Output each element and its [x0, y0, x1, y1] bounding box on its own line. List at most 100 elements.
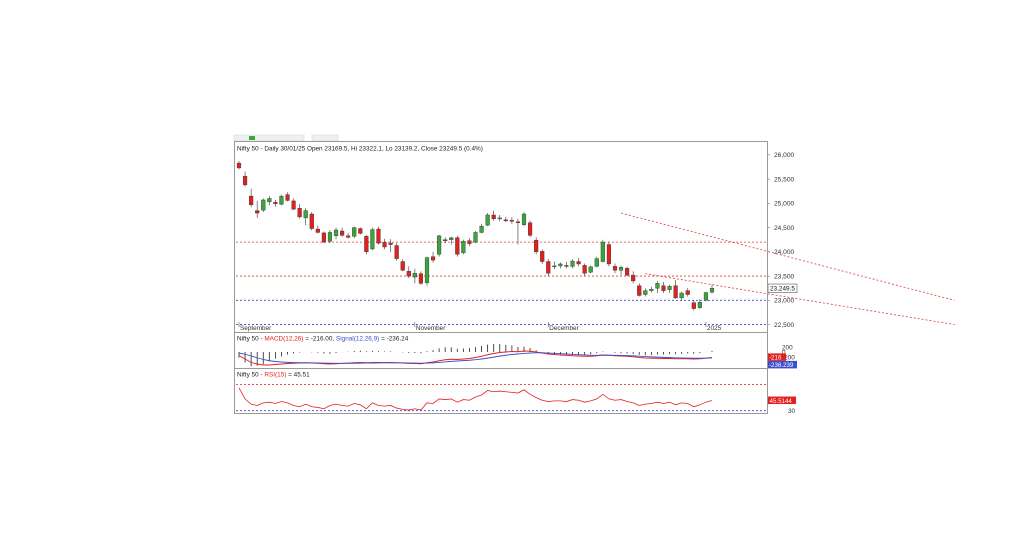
candle: [291, 198, 296, 211]
candle-body: [703, 292, 709, 301]
candle-body: [534, 239, 539, 253]
candle: [643, 288, 648, 297]
chart-toolbar[interactable]: [233, 134, 339, 142]
candle: [649, 286, 654, 293]
candle-body: [285, 194, 290, 201]
candle: [552, 261, 557, 270]
candle: [558, 262, 563, 269]
candle-body: [273, 202, 278, 205]
candle-body: [564, 265, 569, 267]
candle-body: [267, 198, 272, 203]
candle-body: [685, 290, 690, 295]
candle-body: [400, 261, 405, 271]
candle: [679, 291, 684, 301]
toolbar-color-swatch: [249, 136, 255, 140]
candle: [503, 216, 508, 223]
candle-body: [437, 235, 442, 255]
price-tick-label: 24,000: [774, 249, 795, 256]
candle: [279, 194, 284, 206]
candle: [382, 238, 387, 250]
macd-title-value: = -216.00,: [303, 336, 336, 343]
candle-body: [558, 263, 563, 267]
channel-trendline: [645, 273, 955, 325]
candle-body: [315, 228, 320, 233]
candle: [309, 212, 314, 231]
signal-title-value: = -236.24: [379, 336, 408, 343]
candle: [455, 235, 460, 257]
candle: [600, 239, 605, 263]
candle-body: [582, 265, 587, 274]
x-tick-label: December: [549, 325, 579, 332]
candle: [697, 299, 702, 310]
candle: [564, 262, 569, 269]
candle: [321, 231, 326, 244]
candle-body: [327, 232, 333, 242]
candle-body: [297, 207, 302, 218]
candle-body: [340, 230, 345, 236]
candle-body: [691, 302, 696, 309]
candle-body: [625, 268, 630, 276]
candle: [631, 271, 636, 284]
macd-panel-title: Nifty 50 - MACD(12,26) = -216.00, Signal…: [237, 336, 409, 343]
candle-body: [473, 232, 478, 243]
candle-body: [540, 251, 545, 262]
candle: [249, 188, 254, 208]
candle-body: [412, 272, 417, 278]
candle: [352, 226, 357, 239]
candle: [443, 237, 448, 244]
candle: [527, 220, 533, 238]
candle: [261, 198, 266, 213]
candle-body: [679, 292, 684, 299]
candle: [285, 192, 290, 202]
candle: [346, 232, 351, 239]
candle: [236, 161, 242, 170]
signal-title-name: Signal(12,26,9): [336, 336, 379, 343]
macd-title-prefix: Nifty 50 -: [237, 336, 264, 343]
candle: [691, 300, 696, 311]
candle-body: [461, 240, 466, 254]
candle-body: [667, 286, 672, 290]
candle: [661, 281, 666, 294]
macd-tick-label: 0: [782, 349, 786, 356]
price-tick-label: 23,000: [774, 298, 795, 305]
candle-body: [497, 217, 502, 220]
candle-body: [655, 283, 660, 289]
macd-tick-label: -200: [782, 354, 795, 361]
candle: [242, 171, 248, 187]
candle: [255, 200, 260, 218]
candle: [479, 223, 484, 234]
candle: [594, 256, 599, 268]
price-tick-label: 24,500: [774, 225, 795, 232]
candle: [297, 203, 302, 219]
rsi-value-box: [768, 396, 796, 405]
candle: [406, 266, 411, 279]
candle-body: [491, 214, 496, 220]
candle: [370, 227, 375, 251]
candle: [515, 218, 521, 245]
price-panel: Nifty 50 - Daily 30/01/25 Open 23169.5, …: [234, 141, 955, 333]
candle-body: [546, 261, 551, 274]
candle: [418, 271, 424, 285]
candle-body: [449, 237, 454, 240]
candle-body: [643, 290, 648, 295]
candle: [327, 230, 333, 244]
candle: [588, 265, 593, 274]
candle-body: [424, 257, 430, 284]
last-price-label: 23,249.5: [770, 286, 795, 293]
candle-body: [637, 285, 642, 296]
rsi-line: [238, 387, 713, 411]
x-tick-label: September: [240, 325, 272, 332]
price-tick-label: 22,500: [774, 322, 795, 329]
candle: [424, 256, 430, 286]
candle: [340, 227, 345, 237]
candle-body: [352, 227, 357, 237]
candle: [364, 234, 369, 255]
candle-body: [418, 273, 424, 284]
channel-trendline: [620, 212, 955, 301]
candle: [358, 227, 363, 235]
candle-body: [479, 225, 484, 233]
candle: [667, 284, 672, 294]
candle: [709, 284, 715, 294]
